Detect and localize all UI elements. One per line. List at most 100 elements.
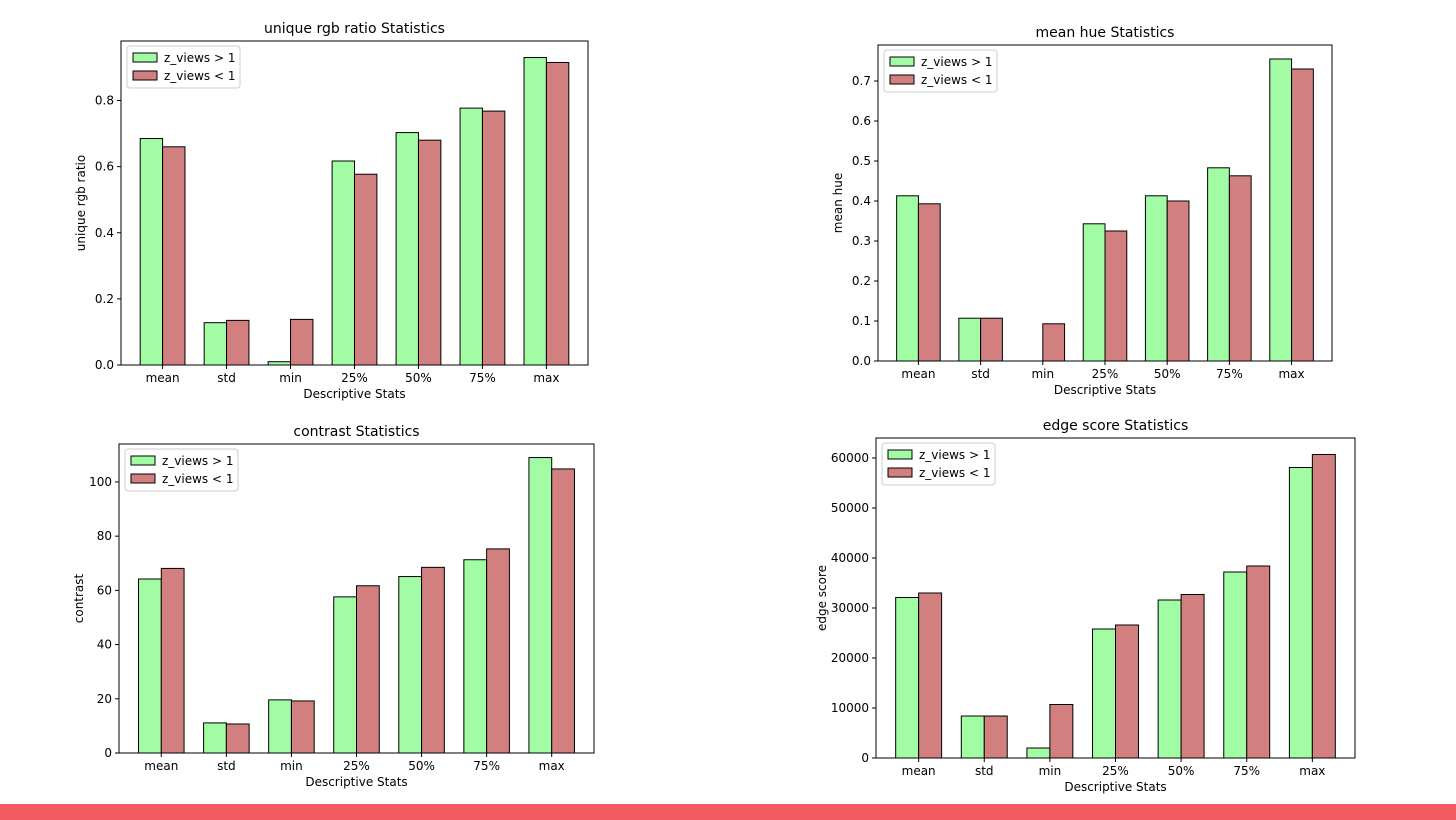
bar-series-b-2	[290, 318, 314, 366]
legend-swatch-series-b	[132, 70, 158, 81]
bar-series-b-4	[417, 139, 442, 366]
y-tick-label: 50000	[831, 501, 869, 515]
bar-series-b-2	[1049, 704, 1074, 759]
bar-series-a-6	[1288, 467, 1313, 759]
x-tick-label: 50%	[405, 371, 432, 385]
chart-title: unique rgb ratio Statistics	[264, 21, 445, 37]
bar-series-b-2	[290, 700, 315, 754]
bar-series-a-1	[958, 317, 982, 362]
bar-series-b-5	[481, 110, 506, 366]
bar-series-b-6	[1311, 454, 1336, 759]
bar-series-b-0	[162, 146, 186, 366]
x-tick-label: min	[1039, 764, 1062, 778]
y-axis-label: unique rgb ratio	[74, 155, 88, 251]
y-tick-label: 0.0	[95, 358, 114, 372]
x-tick-label: 25%	[1092, 367, 1119, 381]
y-axis-label: edge score	[815, 565, 829, 631]
bar-series-a-3	[1082, 223, 1106, 362]
y-tick-label: 40	[97, 638, 112, 652]
y-tick-label: 40000	[831, 551, 869, 565]
y-tick-label: 0.4	[852, 194, 871, 208]
bar-series-b-0	[160, 567, 185, 754]
bar-series-a-6	[1269, 58, 1293, 362]
chart-title: edge score Statistics	[1043, 418, 1189, 434]
bar-series-b-3	[1115, 624, 1139, 759]
bar-series-b-1	[225, 723, 250, 754]
bar-series-a-6	[528, 457, 553, 754]
y-tick-label: 60000	[831, 451, 869, 465]
bar-series-a-4	[398, 576, 423, 754]
bar-series-a-2	[268, 699, 292, 754]
y-tick-label: 0.2	[852, 274, 871, 288]
bar-series-b-1	[980, 317, 1003, 362]
legend-label-series-a: z_views > 1	[921, 55, 993, 69]
x-tick-label: 25%	[341, 371, 368, 385]
x-tick-label: 25%	[343, 759, 370, 773]
bar-series-a-4	[1144, 195, 1168, 362]
y-tick-label: 0.7	[852, 74, 871, 88]
legend-swatch-series-b	[887, 467, 913, 478]
legend-swatch-series-a	[132, 52, 158, 63]
bar-series-a-0	[139, 138, 164, 366]
bar-series-b-3	[354, 173, 378, 366]
y-tick-label: 0.8	[95, 94, 114, 108]
x-tick-label: mean	[146, 371, 180, 385]
y-tick-label: 100	[89, 475, 112, 489]
y-tick-label: 10000	[831, 701, 869, 715]
bar-series-b-4	[421, 566, 445, 754]
bar-series-a-6	[523, 57, 547, 366]
y-tick-label: 0.6	[95, 160, 114, 174]
x-tick-label: 50%	[1168, 764, 1195, 778]
bar-series-a-1	[960, 715, 985, 759]
y-tick-label: 60	[97, 583, 112, 597]
legend-label-series-b: z_views < 1	[162, 472, 234, 486]
bar-series-a-1	[203, 722, 227, 754]
bar-series-b-1	[983, 715, 1008, 759]
bottom-accent-bar	[0, 804, 1456, 820]
x-tick-label: mean	[901, 367, 935, 381]
y-tick-label: 0.3	[852, 234, 871, 248]
mean-hue-chart: mean hue Statistics mean std min 25% 50% 75% ma…	[831, 25, 1333, 397]
bar-series-b-5	[1228, 175, 1252, 362]
x-tick-label: max	[539, 759, 565, 773]
x-tick-label: max	[1278, 367, 1304, 381]
bar-series-a-4	[1157, 599, 1182, 759]
x-axis-label: Descriptive Stats	[305, 775, 407, 789]
bar-series-b-3	[1104, 230, 1128, 362]
x-tick-label: max	[533, 371, 559, 385]
bar-series-b-0	[918, 592, 943, 759]
y-tick-label: 0.6	[852, 114, 871, 128]
contrast-chart: contrast Statistics mean std min 25% 50% 75% ma…	[72, 424, 595, 789]
legend-label-series-b: z_views < 1	[919, 466, 991, 480]
bar-series-b-1	[226, 319, 250, 366]
legend-swatch-series-a	[887, 449, 913, 460]
x-tick-label: 25%	[1102, 764, 1129, 778]
x-tick-label: 75%	[1233, 764, 1260, 778]
bar-series-a-3	[331, 160, 355, 366]
bar-series-a-0	[138, 578, 162, 754]
x-tick-label: 75%	[473, 759, 500, 773]
legend-swatch-series-a	[130, 455, 156, 466]
bar-series-b-4	[1166, 200, 1190, 362]
y-axis-label: contrast	[72, 573, 86, 623]
y-tick-label: 30000	[831, 601, 869, 615]
bar-series-a-3	[333, 596, 357, 754]
y-tick-label: 20000	[831, 651, 869, 665]
x-tick-label: std	[217, 371, 236, 385]
bar-series-b-6	[551, 468, 575, 754]
bar-series-a-5	[1223, 571, 1248, 759]
bar-series-b-3	[356, 585, 380, 754]
bar-series-b-4	[1180, 594, 1205, 759]
y-tick-label: 80	[97, 529, 112, 543]
bar-series-b-6	[1291, 68, 1314, 362]
x-tick-label: 50%	[408, 759, 435, 773]
bar-series-a-0	[895, 597, 920, 759]
bar-series-a-3	[1092, 628, 1116, 759]
y-tick-label: 0.1	[852, 314, 871, 328]
x-tick-label: mean	[144, 759, 178, 773]
bar-series-a-2	[1026, 747, 1051, 759]
x-tick-label: std	[971, 367, 990, 381]
bar-series-a-1	[203, 322, 228, 366]
y-tick-label: 0.5	[852, 154, 871, 168]
y-axis-label: mean hue	[831, 173, 845, 233]
